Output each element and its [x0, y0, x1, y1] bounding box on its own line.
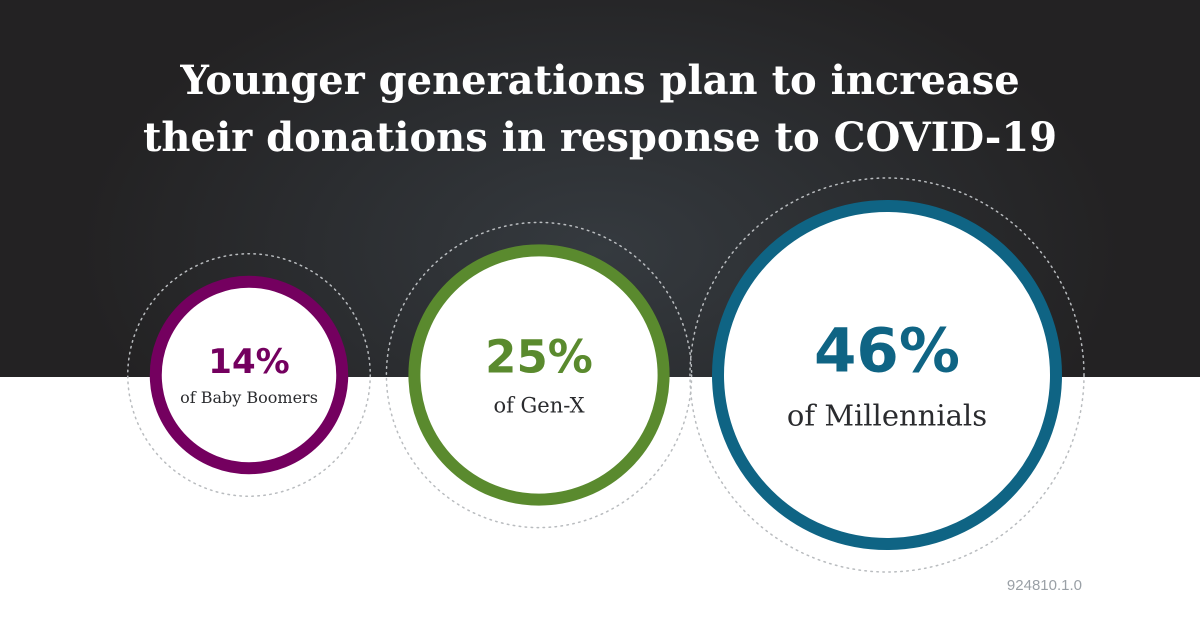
bubble-millennials [712, 200, 1062, 550]
title-line-1: Younger generations plan to increase [180, 57, 1020, 104]
bubble-halo-millennials [689, 177, 1085, 573]
page-title: Younger generations plan to increase the… [0, 52, 1200, 166]
bubble-value-millennials: 46% [814, 316, 960, 387]
bubble-gen-x [408, 244, 670, 506]
bubble-label-baby-boomers: of Baby Boomers [180, 388, 318, 407]
bubble-halo-baby-boomers [127, 253, 371, 497]
bubble-label-gen-x: of Gen-X [493, 393, 584, 417]
document-code: 924810.1.0 [1006, 577, 1082, 594]
bubble-value-baby-boomers: 14% [208, 342, 289, 382]
bubble-value-gen-x: 25% [485, 331, 593, 384]
bubble-baby-boomers [149, 275, 349, 475]
bubble-label-millennials: of Millennials [787, 399, 987, 433]
bubble-halo-gen-x [385, 221, 693, 529]
title-line-2: their donations in response to COVID-19 [142, 114, 1058, 161]
